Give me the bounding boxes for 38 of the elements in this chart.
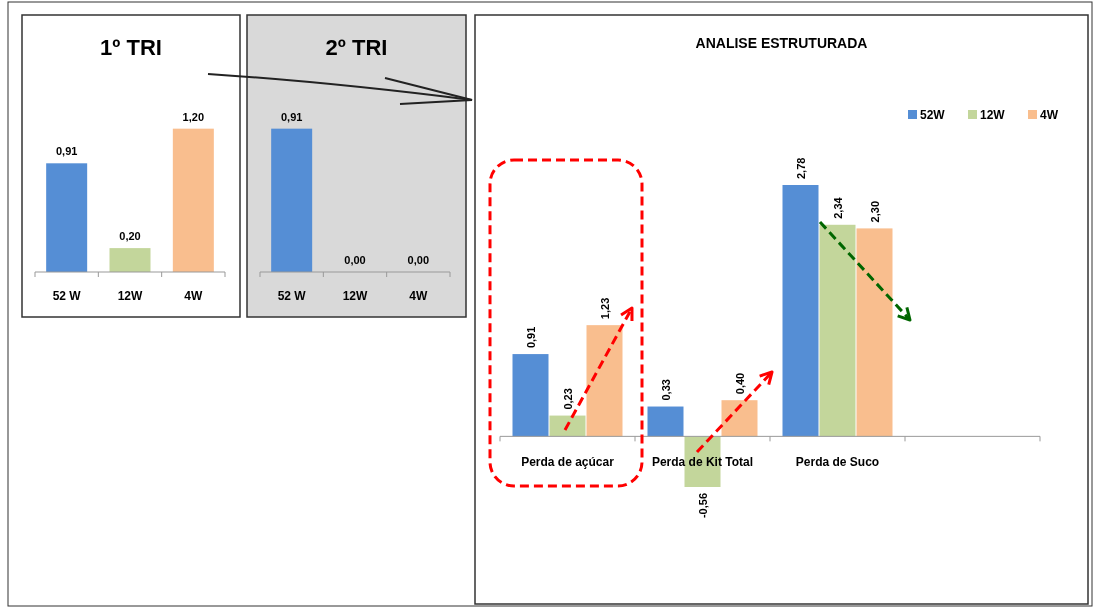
x-tick-label: 4W — [409, 289, 429, 303]
bar — [721, 400, 758, 437]
data-label: 2,30 — [868, 200, 881, 223]
x-tick-label: 4W — [184, 289, 204, 303]
bar — [819, 224, 856, 437]
data-label: 0,91 — [55, 145, 78, 158]
x-tick-label: 52 W — [277, 289, 307, 303]
data-label: 0,40 — [733, 372, 746, 395]
bar — [647, 406, 684, 437]
data-label: 0,23 — [561, 388, 574, 410]
bar — [512, 354, 549, 437]
data-label: 0,33 — [659, 379, 672, 401]
data-label: 1,20 — [182, 110, 205, 123]
data-label: 0,00 — [344, 254, 366, 266]
chart-title: 1º TRI — [100, 35, 162, 60]
chart-title: ANALISE ESTRUTURADA — [695, 35, 868, 51]
x-tick-label: 12W — [342, 289, 368, 303]
data-label: 0,91 — [280, 110, 303, 123]
x-tick-label: Perda de Suco — [795, 455, 880, 469]
legend-label: 52W — [920, 108, 946, 122]
bar — [856, 228, 893, 437]
data-label: 0,20 — [119, 230, 141, 243]
data-label: -0,56 — [696, 493, 709, 519]
bar — [782, 185, 819, 437]
x-tick-label: Perda de Kit Total — [651, 455, 754, 469]
x-tick-label: 52 W — [52, 289, 82, 303]
data-label: 1,23 — [598, 297, 611, 320]
data-label: 0,91 — [524, 326, 537, 349]
data-label: 2,78 — [794, 157, 807, 179]
legend-label: 4W — [1040, 108, 1059, 122]
data-label: 2,34 — [831, 196, 844, 219]
bar — [586, 325, 623, 437]
x-tick-label: Perda de açúcar — [521, 455, 615, 469]
bar — [549, 415, 586, 437]
x-tick-label: 12W — [117, 289, 143, 303]
data-label: 0,00 — [407, 254, 430, 266]
chart-title: 2º TRI — [325, 35, 388, 60]
legend-label: 12W — [980, 108, 1006, 122]
